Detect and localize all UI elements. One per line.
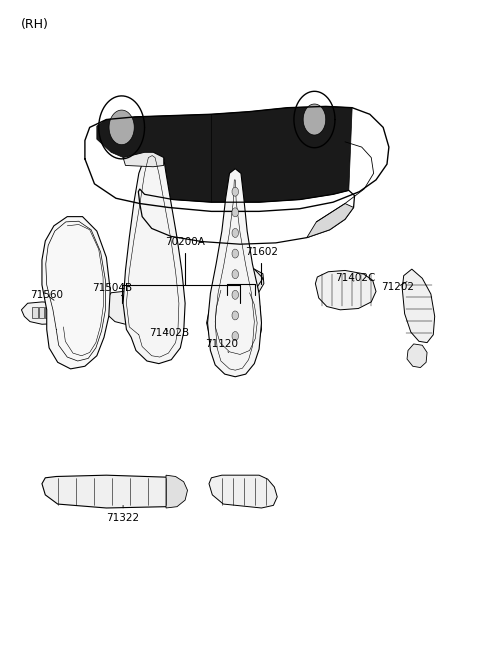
Polygon shape — [123, 152, 164, 167]
Polygon shape — [22, 302, 86, 324]
Text: 71504B: 71504B — [92, 283, 132, 297]
Polygon shape — [33, 307, 38, 318]
Polygon shape — [38, 307, 44, 318]
Polygon shape — [232, 229, 239, 237]
Polygon shape — [307, 204, 354, 238]
Polygon shape — [109, 110, 134, 145]
Polygon shape — [234, 251, 246, 266]
Text: 71202: 71202 — [381, 281, 414, 292]
Text: (RH): (RH) — [21, 18, 48, 31]
Polygon shape — [166, 475, 188, 508]
Polygon shape — [211, 106, 352, 202]
Text: 71402C: 71402C — [336, 273, 376, 283]
Polygon shape — [209, 475, 277, 508]
Polygon shape — [232, 270, 239, 279]
Polygon shape — [232, 249, 239, 258]
Polygon shape — [123, 152, 185, 364]
Polygon shape — [42, 475, 179, 508]
Polygon shape — [97, 114, 211, 202]
Text: 70200A: 70200A — [165, 237, 205, 246]
Polygon shape — [207, 169, 262, 377]
Text: 71120: 71120 — [205, 339, 239, 353]
Polygon shape — [42, 217, 110, 369]
Text: 71402B: 71402B — [149, 328, 190, 339]
Polygon shape — [407, 344, 427, 368]
Polygon shape — [232, 187, 239, 196]
Polygon shape — [232, 331, 239, 341]
Text: 71602: 71602 — [245, 247, 278, 257]
Polygon shape — [218, 267, 264, 298]
Polygon shape — [315, 270, 376, 310]
Polygon shape — [232, 290, 239, 299]
Polygon shape — [232, 311, 239, 320]
Text: 71322: 71322 — [107, 505, 140, 523]
Polygon shape — [104, 291, 137, 324]
Polygon shape — [402, 269, 435, 343]
Polygon shape — [303, 104, 326, 135]
Polygon shape — [206, 267, 263, 364]
Text: 71560: 71560 — [30, 290, 63, 301]
Polygon shape — [45, 307, 51, 318]
Polygon shape — [232, 208, 239, 217]
